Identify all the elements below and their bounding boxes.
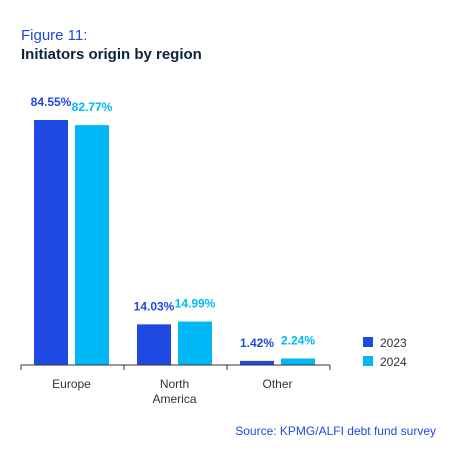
data-label: 82.77% bbox=[72, 100, 113, 114]
data-label: 14.99% bbox=[175, 297, 216, 311]
data-label: 1.42% bbox=[240, 336, 274, 350]
bar-other-2024 bbox=[281, 358, 315, 365]
x-tick-label: Europe bbox=[52, 377, 91, 391]
bar-europe-2023 bbox=[34, 120, 68, 365]
data-label: 2.24% bbox=[281, 334, 315, 348]
bar-north-america-2024 bbox=[178, 321, 212, 365]
bar-north-america-2023 bbox=[137, 324, 171, 365]
chart-title: Initiators origin by region bbox=[21, 46, 202, 63]
legend-label-2024: 2024 bbox=[380, 355, 407, 369]
source-note: Source: KPMG/ALFI debt fund survey bbox=[235, 424, 436, 438]
data-label: 14.03% bbox=[134, 299, 175, 313]
x-tick-label: Other bbox=[262, 377, 292, 391]
legend-label-2023: 2023 bbox=[380, 336, 407, 350]
legend-swatch-2023 bbox=[363, 337, 373, 347]
data-label: 84.55% bbox=[31, 95, 72, 109]
bar-europe-2024 bbox=[75, 125, 109, 365]
bar-other-2023 bbox=[240, 360, 274, 365]
figure-number: Figure 11: bbox=[21, 27, 88, 44]
bar-chart: 84.55% 82.77% Europe 14.03% 14.99% North Ameri… bbox=[20, 95, 407, 406]
legend-swatch-2024 bbox=[363, 356, 373, 366]
x-tick-label: North America bbox=[152, 377, 196, 406]
